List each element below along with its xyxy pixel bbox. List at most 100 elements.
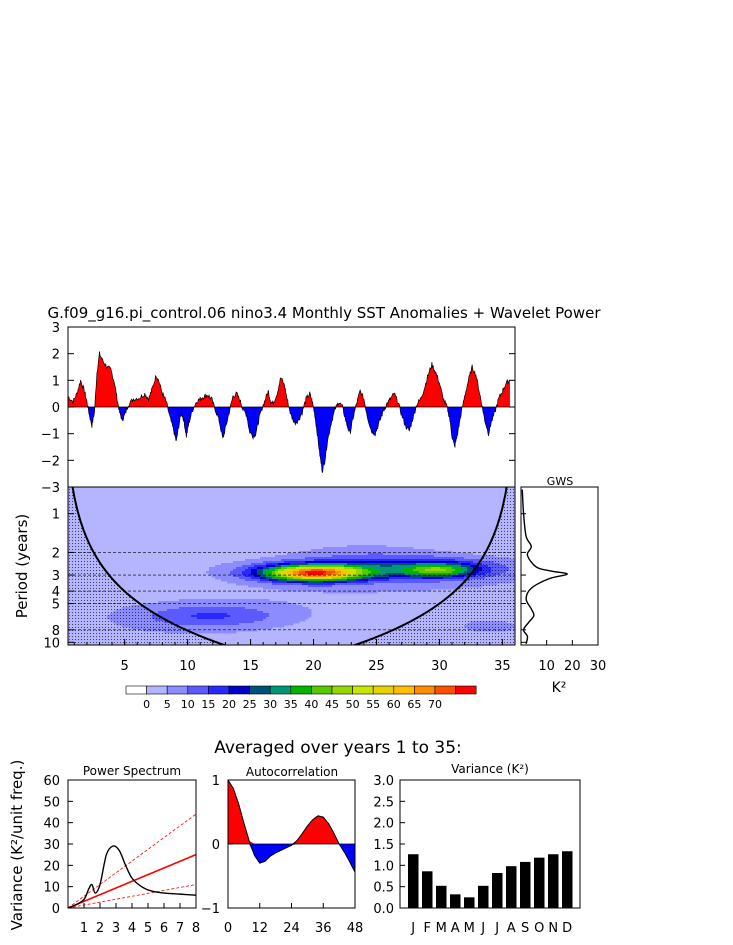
wavelet-cell bbox=[293, 577, 297, 580]
wavelet-cell bbox=[374, 553, 378, 556]
wavelet-cell bbox=[332, 555, 336, 558]
wavelet-cell bbox=[227, 563, 231, 566]
wavelet-cell bbox=[380, 579, 384, 582]
wavelet-cell bbox=[278, 617, 282, 620]
wavelet-cell bbox=[425, 559, 429, 562]
wavelet-cell bbox=[248, 627, 252, 630]
ps-y-tick-label: 30 bbox=[43, 838, 60, 853]
wavelet-cell bbox=[458, 565, 462, 568]
wavelet-cell bbox=[251, 611, 255, 614]
wavelet-cell bbox=[233, 561, 237, 564]
wavelet-cell bbox=[350, 549, 354, 552]
wavelet-cell bbox=[275, 565, 279, 568]
month-label: J bbox=[480, 921, 485, 936]
wavelet-cell bbox=[188, 627, 192, 630]
wavelet-cell bbox=[362, 583, 366, 586]
wavelet-cell bbox=[251, 621, 255, 624]
wavelet-cell bbox=[194, 619, 198, 622]
wavelet-cell bbox=[293, 589, 297, 592]
wavelet-cell bbox=[272, 559, 276, 562]
wavelet-cell bbox=[236, 583, 240, 586]
wavelet-cell bbox=[338, 591, 342, 594]
wavelet-cell bbox=[257, 607, 261, 610]
wavelet-cell bbox=[245, 559, 249, 562]
wavelet-cell bbox=[272, 615, 276, 618]
wavelet-cell bbox=[233, 627, 237, 630]
wavelet-cell bbox=[203, 609, 207, 612]
wavelet-cell bbox=[332, 561, 336, 564]
wavelet-cell bbox=[227, 625, 231, 628]
wavelet-cell bbox=[353, 579, 357, 582]
wavelet-cell bbox=[278, 625, 282, 628]
wavelet-cell bbox=[323, 561, 327, 564]
wavelet-cell bbox=[428, 555, 432, 558]
wavelet-cell bbox=[440, 569, 444, 572]
wavelet-cell bbox=[179, 621, 183, 624]
wavelet-cell bbox=[365, 575, 369, 578]
wavelet-cell bbox=[212, 609, 216, 612]
colorbar-swatch bbox=[208, 685, 230, 695]
wavelet-cell bbox=[347, 545, 351, 548]
wavelet-cell bbox=[323, 565, 327, 568]
wavelet-cell bbox=[200, 605, 204, 608]
wavelet-cell bbox=[317, 575, 321, 578]
wavelet-cell bbox=[197, 621, 201, 624]
wavelet-cell bbox=[374, 555, 378, 558]
wavelet-cell bbox=[419, 569, 423, 572]
wavelet-cell bbox=[341, 561, 345, 564]
wavelet-cell bbox=[452, 581, 456, 584]
wavelet-cell bbox=[242, 623, 246, 626]
wavelet-cell bbox=[410, 555, 414, 558]
wavelet-cell bbox=[395, 559, 399, 562]
wavelet-cell bbox=[317, 589, 321, 592]
wavelet-cell bbox=[188, 601, 192, 604]
wavelet-cell bbox=[299, 561, 303, 564]
wavelet-cell bbox=[452, 585, 456, 588]
wavelet-cell bbox=[329, 557, 333, 560]
wavelet-cell bbox=[374, 545, 378, 548]
wavelet-cell bbox=[296, 579, 300, 582]
wavelet-cell bbox=[278, 579, 282, 582]
wavelet-cell bbox=[281, 611, 285, 614]
wavelet-cell bbox=[236, 581, 240, 584]
wavelet-cell bbox=[188, 603, 192, 606]
wavelet-cell bbox=[323, 563, 327, 566]
wavelet-cell bbox=[275, 569, 279, 572]
wavelet-cell bbox=[362, 563, 366, 566]
wavelet-cell bbox=[224, 609, 228, 612]
wavelet-cell bbox=[395, 571, 399, 574]
wavelet-cell bbox=[404, 555, 408, 558]
acf-x-tick-label: 48 bbox=[347, 921, 364, 936]
wavelet-cell bbox=[245, 625, 249, 628]
wavelet-cell bbox=[311, 579, 315, 582]
wavelet-cell bbox=[158, 607, 162, 610]
wavelet-cell bbox=[455, 553, 459, 556]
wavelet-cell bbox=[401, 569, 405, 572]
wavelet-cell bbox=[272, 571, 276, 574]
wavelet-cell bbox=[449, 553, 453, 556]
wavelet-cell bbox=[230, 599, 234, 602]
wavelet-cell bbox=[239, 571, 243, 574]
wavelet-cell bbox=[356, 545, 360, 548]
wavelet-cell bbox=[191, 627, 195, 630]
wavelet-cell bbox=[260, 585, 264, 588]
wavelet-cell bbox=[269, 627, 273, 630]
wavelet-cell bbox=[206, 623, 210, 626]
wavelet-cell bbox=[242, 561, 246, 564]
colorbar-label: 40 bbox=[304, 698, 318, 711]
wavelet-cell bbox=[398, 559, 402, 562]
wavelet-cell bbox=[287, 581, 291, 584]
wavelet-cell bbox=[239, 583, 243, 586]
wavelet-cell bbox=[290, 569, 294, 572]
wavelet-cell bbox=[299, 607, 303, 610]
wavelet-cell bbox=[221, 611, 225, 614]
wavelet-cell bbox=[254, 621, 258, 624]
wavelet-cell bbox=[398, 567, 402, 570]
wavelet-cell bbox=[215, 631, 219, 634]
wavelet-cell bbox=[449, 581, 453, 584]
wavelet-cell bbox=[461, 567, 465, 570]
wavelet-cell bbox=[194, 599, 198, 602]
wavelet-cell bbox=[221, 571, 225, 574]
wavelet-cell bbox=[302, 615, 306, 618]
wavelet-cell bbox=[374, 549, 378, 552]
